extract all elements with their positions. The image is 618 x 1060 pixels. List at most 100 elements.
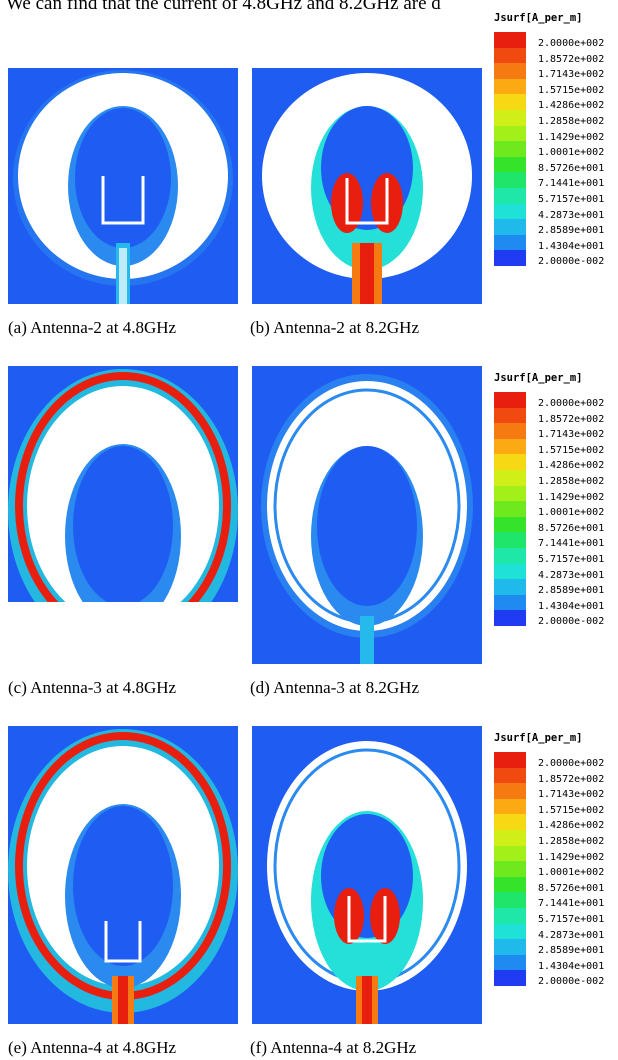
current-distribution-plot (8, 366, 238, 602)
legend-tick-label: 1.5715e+002 (538, 444, 605, 456)
caption-a: (a) Antenna-2 at 4.8GHz (8, 318, 177, 337)
legend-swatch (494, 783, 526, 799)
legend-tick-label: 1.1429e+002 (538, 851, 605, 863)
legend-swatch (494, 250, 526, 266)
legend-tick-label: 5.7157e+001 (538, 914, 605, 925)
legend-swatch (494, 423, 526, 439)
legend-swatch (494, 438, 526, 455)
legend-tick-label: 1.7143e+002 (538, 69, 605, 81)
legend-swatch (494, 563, 526, 580)
legend-tick-label: 1.1429e+002 (538, 131, 605, 143)
color-legend: Jsurf[A_per_m] 2.0000e+002 1.8572e+002 1.7… (494, 372, 618, 662)
legend-tick-label: 4.2873e+001 (538, 929, 605, 941)
legend-tick-label: 1.2858e+002 (538, 116, 605, 127)
legend-title: Jsurf[A_per_m] (494, 372, 583, 384)
legend-swatch (494, 172, 526, 188)
legend-swatch (494, 125, 526, 142)
legend-tick-label: 4.2873e+001 (538, 569, 605, 581)
legend-tick-label: 1.8572e+002 (538, 773, 605, 785)
legend-tick-label: 1.5715e+002 (538, 84, 605, 96)
legend-swatch (494, 47, 526, 64)
legend-swatch (494, 830, 526, 846)
legend-swatch (494, 234, 526, 251)
legend-title: Jsurf[A_per_m] (494, 12, 583, 24)
legend-tick-label: 1.5715e+002 (538, 804, 605, 816)
legend-swatch (494, 892, 526, 908)
caption-e: (e) Antenna-4 at 4.8GHz (8, 1038, 177, 1057)
legend-swatch (494, 594, 526, 611)
legend-tick-label: 1.4304e+001 (538, 240, 605, 252)
legend-tick-label: 2.0000e+002 (538, 398, 605, 409)
legend-swatch (494, 939, 526, 955)
legend-swatch (494, 752, 526, 768)
legend-tick-label: 1.1429e+002 (538, 491, 605, 503)
legend-swatch (494, 970, 526, 986)
legend-swatch (494, 548, 526, 564)
legend-swatch (494, 156, 526, 173)
legend-swatch (494, 579, 526, 595)
legend-tick-label: 1.4286e+002 (538, 100, 605, 112)
simulation-antenna2-8-2ghz (252, 68, 482, 304)
legend-swatch (494, 798, 526, 815)
body-text-line: We can find that the current of 4.8GHz a… (6, 0, 441, 14)
legend-tick-label: 1.4286e+002 (538, 460, 605, 472)
legend-swatch (494, 392, 526, 408)
legend-tick-label: 1.4304e+001 (538, 600, 605, 612)
current-distribution-plot (8, 726, 238, 1024)
legend-swatch (494, 767, 526, 784)
legend-swatch (494, 32, 526, 48)
legend-swatch (494, 954, 526, 971)
legend-swatch (494, 454, 526, 470)
legend-swatch (494, 845, 526, 862)
simulation-antenna4-4-8ghz (8, 726, 238, 1024)
legend-title: Jsurf[A_per_m] (494, 732, 583, 744)
legend-swatch (494, 94, 526, 110)
legend-tick-label: 2.0000e-002 (538, 256, 605, 268)
simulation-antenna3-8-2ghz (252, 366, 482, 664)
legend-swatch (494, 610, 526, 626)
legend-tick-label: 4.2873e+001 (538, 209, 605, 221)
current-distribution-plot (252, 68, 482, 304)
legend-tick-label: 1.4304e+001 (538, 960, 605, 972)
legend-tick-label: 1.4286e+002 (538, 820, 605, 832)
legend-tick-label: 2.0000e+002 (538, 38, 605, 49)
legend-swatch (494, 188, 526, 204)
simulation-antenna4-8-2ghz (252, 726, 482, 1024)
legend-tick-label: 7.1441e+001 (538, 538, 605, 550)
legend-tick-label: 8.5726e+001 (538, 522, 605, 534)
legend-tick-label: 1.2858e+002 (538, 476, 605, 487)
legend-swatch (494, 861, 526, 877)
legend-swatch (494, 501, 526, 517)
legend-swatch (494, 407, 526, 424)
legend-tick-label: 8.5726e+001 (538, 882, 605, 894)
current-distribution-plot (252, 366, 482, 664)
legend-tick-label: 2.0000e-002 (538, 616, 605, 628)
color-legend: Jsurf[A_per_m] 2.0000e+002 1.8572e+002 1.7… (494, 732, 618, 1022)
legend-tick-label: 1.7143e+002 (538, 789, 605, 801)
legend-tick-label: 1.2858e+002 (538, 836, 605, 847)
caption-d: (d) Antenna-3 at 8.2GHz (250, 678, 420, 697)
legend-tick-label: 1.0001e+002 (538, 507, 605, 519)
caption-f: (f) Antenna-4 at 8.2GHz (250, 1038, 417, 1057)
color-legend: Jsurf[A_per_m] 2.0000e+002 1.8572e+002 1.7… (494, 12, 618, 302)
legend-tick-label: 2.8589e+001 (538, 225, 605, 237)
legend-tick-label: 1.8572e+002 (538, 53, 605, 65)
legend-tick-label: 1.8572e+002 (538, 413, 605, 425)
legend-swatch (494, 203, 526, 220)
current-distribution-plot (8, 68, 238, 304)
legend-tick-label: 5.7157e+001 (538, 554, 605, 565)
legend-swatch (494, 78, 526, 95)
legend-swatch (494, 516, 526, 533)
legend-swatch (494, 814, 526, 830)
legend-swatch (494, 470, 526, 486)
simulation-antenna3-4-8ghz (8, 366, 238, 602)
legend-swatch (494, 532, 526, 548)
legend-swatch (494, 876, 526, 893)
legend-tick-label: 2.0000e+002 (538, 758, 605, 769)
legend-swatch (494, 923, 526, 940)
current-distribution-plot (252, 726, 482, 1024)
legend-tick-label: 2.8589e+001 (538, 585, 605, 597)
legend-tick-label: 8.5726e+001 (538, 162, 605, 174)
legend-swatch (494, 219, 526, 235)
legend-tick-label: 5.7157e+001 (538, 194, 605, 205)
